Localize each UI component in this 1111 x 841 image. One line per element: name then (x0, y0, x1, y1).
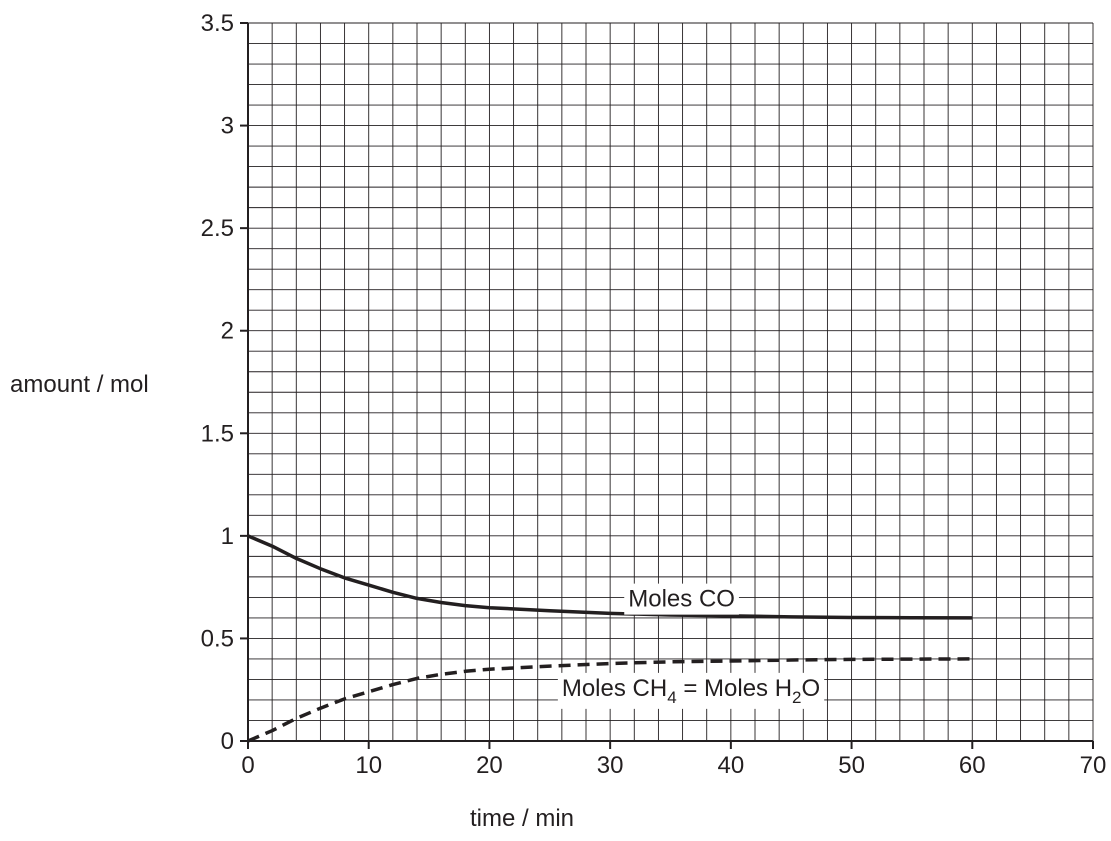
y-axis-title: amount / mol (10, 371, 149, 398)
subscript-text: 2 (792, 688, 801, 707)
label-text: O (802, 675, 821, 702)
series-label-co: Moles CO (628, 586, 735, 613)
series-label-ch4-h2o: Moles CH4 = Moles H2O (562, 675, 820, 707)
x-tick-label: 30 (597, 752, 624, 779)
series-label-ch4-h2o-background (557, 672, 825, 709)
grid (247, 22, 1094, 742)
series-lines (247, 534, 973, 743)
y-tick-label: 0.5 (201, 625, 234, 652)
x-tick-label: 20 (476, 752, 503, 779)
x-tick-label: 40 (718, 752, 745, 779)
y-tick-label: 2.5 (201, 215, 234, 242)
x-axis-title: time / min (470, 805, 574, 832)
label-text: = Moles H (677, 675, 792, 702)
y-tick-label: 1.5 (201, 420, 234, 447)
x-tick-label: 10 (355, 752, 382, 779)
x-tick-label: 60 (959, 752, 986, 779)
y-tick-label: 3.5 (201, 10, 234, 37)
y-tick-label: 2 (221, 318, 234, 345)
y-tick-label: 3 (221, 113, 234, 140)
y-tick-label: 1 (221, 523, 234, 550)
chart-labels: amount / mol time / min Moles CO Moles CH… (10, 371, 825, 832)
axes: 0 10 20 30 40 50 60 70 0 0.5 1 1.5 2 2.5 3 3.5 (201, 10, 1107, 779)
x-tick-label: 50 (838, 752, 865, 779)
label-text: Moles CH (562, 675, 667, 702)
y-tick-label: 0 (221, 728, 234, 755)
series-label-co-background (624, 583, 739, 615)
subscript-text: 4 (667, 688, 676, 707)
x-tick-label: 0 (241, 752, 254, 779)
series-line-co (247, 534, 973, 620)
series-line-ch4-h2o (247, 657, 973, 743)
x-tick-label: 70 (1080, 752, 1107, 779)
